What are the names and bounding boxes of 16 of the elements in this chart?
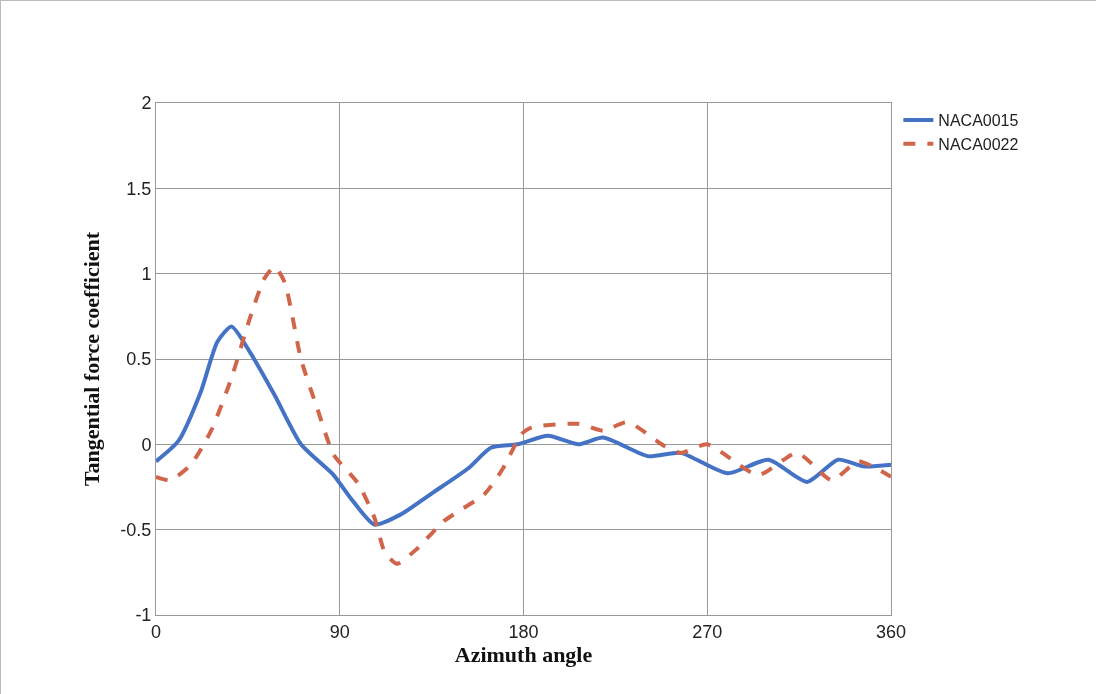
y-tick-label: 1.5	[126, 178, 152, 199]
legend-label: NACA0015	[938, 112, 1019, 130]
x-tick-label: 90	[329, 621, 350, 642]
y-axis-title: Tangential force coefficient	[79, 231, 105, 487]
x-tick-label: 180	[508, 621, 539, 642]
y-tick-label: 0.5	[126, 349, 152, 370]
line-series	[156, 324, 891, 527]
y-tick-label: 2	[141, 93, 152, 114]
y-tick-label: -1	[135, 605, 152, 626]
x-axis-title: Azimuth angle	[454, 642, 593, 668]
x-tick-label: 360	[875, 621, 907, 642]
y-tick-label: 0	[141, 434, 152, 455]
y-tick-label: 1	[141, 263, 152, 284]
x-tick-label: 270	[692, 621, 723, 642]
legend-label: NACA0022	[938, 135, 1019, 153]
y-tick-label: -0.5	[120, 519, 152, 540]
